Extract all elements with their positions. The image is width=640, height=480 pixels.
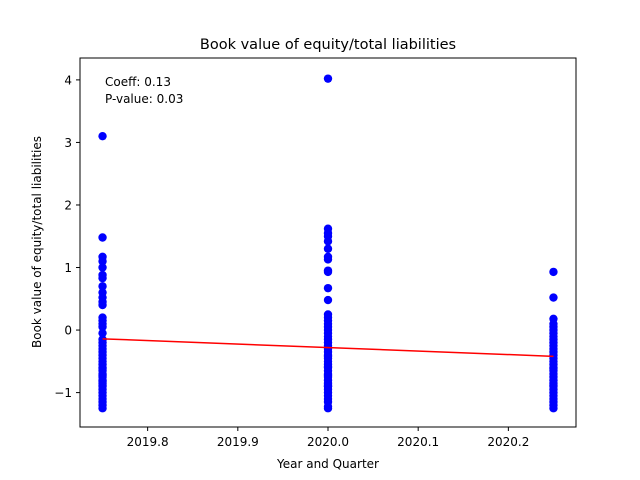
data-point [98,233,107,242]
data-point [323,404,333,413]
data-point [98,273,107,283]
data-point [323,237,333,246]
y-tick-label: 1 [64,261,72,275]
data-point [323,362,333,371]
data-point [323,382,333,391]
y-tick-label: 4 [64,73,72,87]
data-point [98,131,107,141]
y-tick-label: 3 [64,136,72,150]
data-point [98,380,107,390]
x-axis-ticks: 2019.8 2019.9 2020.0 2020.1 2020.2 [127,427,529,449]
data-points [98,74,558,413]
data-point [323,283,333,293]
data-point [549,404,558,413]
data-point [323,74,333,83]
x-axis-label: Year and Quarter [276,457,379,471]
y-axis-ticks: −1 0 1 2 3 4 [54,73,80,400]
data-point [323,255,333,264]
y-tick-label: 0 [64,324,72,338]
data-point [98,282,107,291]
y-tick-label: 2 [64,198,72,212]
regression-line-group [102,338,554,358]
data-point [549,293,558,302]
data-point [549,267,558,277]
x-tick-label: 2019.8 [127,435,169,449]
x-tick-label: 2020.0 [307,435,349,449]
data-point [98,364,107,374]
data-point [323,352,333,361]
data-point [98,257,107,266]
x-tick-label: 2020.2 [487,435,529,449]
x-tick-label: 2020.1 [397,435,439,449]
chart-title: Book value of equity/total liabilities [200,37,456,53]
y-axis-label: Book value of equity/total liabilities [30,136,44,348]
data-point [323,370,333,380]
data-point [323,244,333,253]
data-point [98,300,107,310]
p-value-annotation: P-value: 0.03 [105,92,183,106]
data-point [549,364,558,374]
x-tick-label: 2019.9 [217,435,259,449]
regression-line [102,338,554,358]
data-point [549,380,558,390]
data-point [98,370,107,380]
data-point [98,328,107,338]
data-point [98,322,107,332]
data-point [323,267,333,277]
plot-area [98,74,558,413]
coefficient-annotation: Coeff: 0.13 [105,75,171,89]
data-point [98,404,107,413]
y-tick-label: −1 [54,386,72,400]
data-point [323,295,333,305]
data-point [98,263,107,272]
